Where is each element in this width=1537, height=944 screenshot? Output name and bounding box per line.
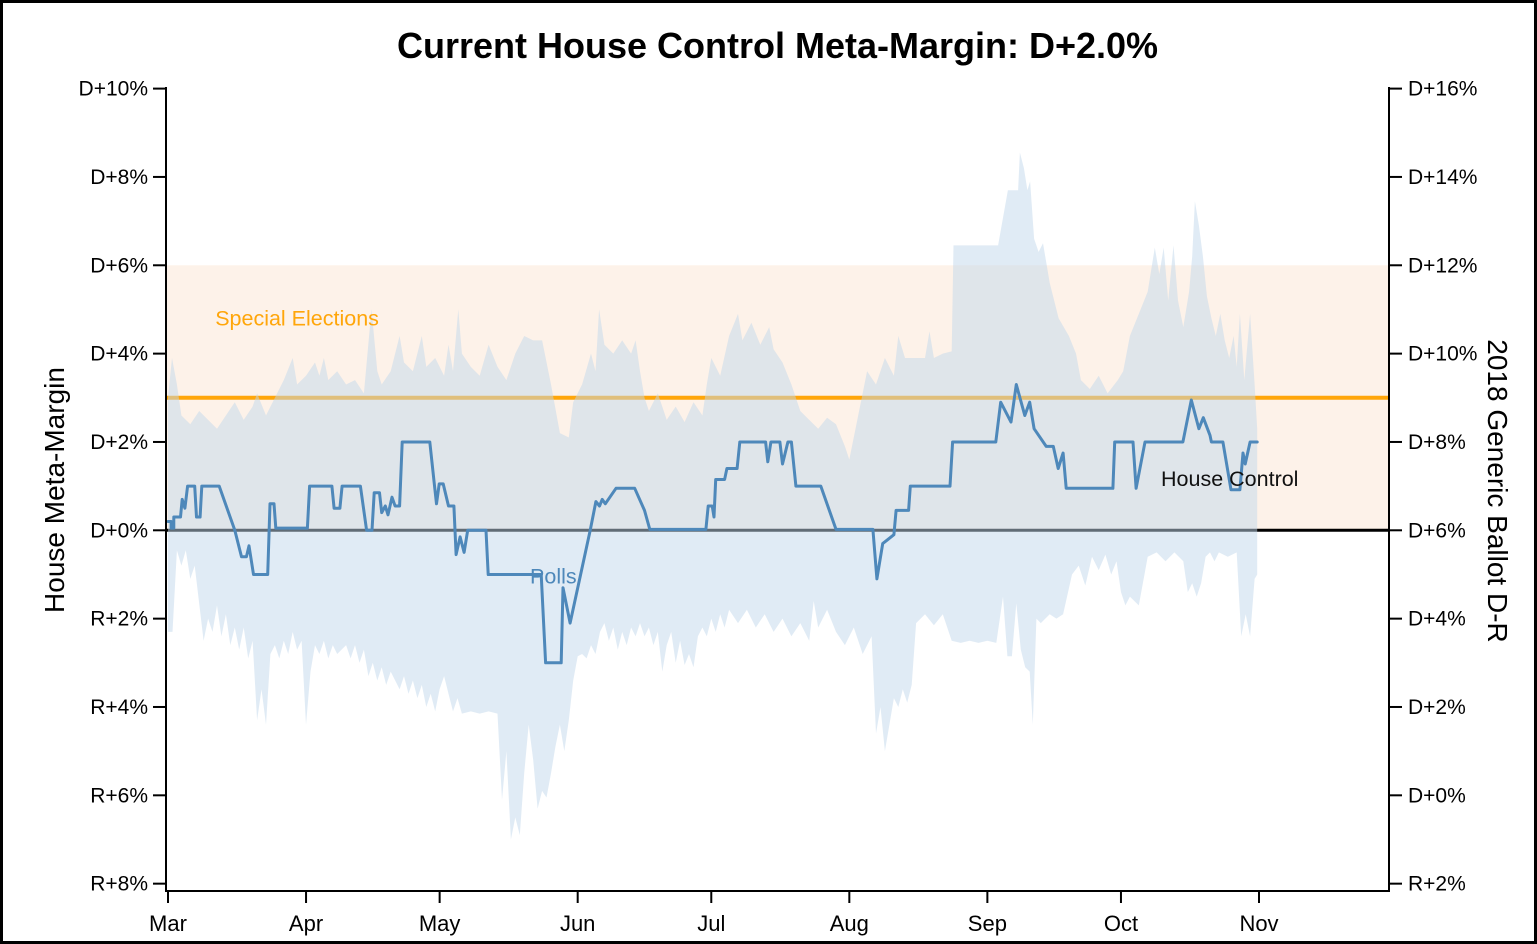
chart-canvas: D+10% D+8% D+6% D+4% D+2% D+0% R+2% R+4% R+6% R+8… — [79, 78, 1478, 936]
x-axis-tick-label: May — [419, 911, 461, 936]
polls-band — [168, 152, 1258, 840]
right-axis-tick-label: D+6% — [1408, 519, 1466, 542]
right-axis-tick-label: D+8% — [1408, 431, 1466, 454]
right-axis-tick-label: D+4% — [1408, 608, 1466, 631]
x-axis-tick-label: Jul — [697, 911, 725, 936]
left-axis-tick-label: R+6% — [90, 784, 148, 807]
x-axis-tick-label: Apr — [289, 911, 323, 936]
left-axis-tick-label: D+4% — [90, 343, 148, 366]
left-axis-tick-label: R+8% — [90, 873, 148, 896]
x-axis-tick-label: Oct — [1104, 911, 1138, 936]
right-axis-tick-label: D+0% — [1408, 784, 1466, 807]
special-elections-label: Special Elections — [215, 306, 379, 330]
polls-label: Polls — [530, 564, 577, 588]
left-axis-tick-label: D+6% — [90, 254, 148, 277]
house-control-line — [166, 383, 1259, 665]
x-axis-tick-label: Aug — [830, 911, 869, 936]
house-control-label: House Control — [1161, 467, 1298, 491]
right-axis-tick-label: D+12% — [1408, 254, 1477, 277]
x-axis-tick-label: Nov — [1239, 911, 1278, 936]
left-axis-tick-label: D+8% — [90, 166, 148, 189]
left-axis-title: House Meta-Margin — [39, 367, 70, 613]
left-axis-tick-label: R+4% — [90, 696, 148, 719]
x-axis-tick-label: Sep — [968, 911, 1007, 936]
left-axis-tick-label: R+2% — [90, 608, 148, 631]
right-axis-title: 2018 Generic Ballot D-R — [1482, 339, 1513, 643]
right-axis-tick-label: R+2% — [1408, 873, 1466, 896]
x-axis-tick-label: Mar — [149, 911, 187, 936]
right-axis-tick-label: D+2% — [1408, 696, 1466, 719]
chart-title: Current House Control Meta-Margin: D+2.0… — [396, 25, 1159, 66]
right-axis-tick-label: D+16% — [1408, 78, 1477, 101]
left-axis-tick-label: D+0% — [90, 519, 148, 542]
left-axis-tick-label: D+10% — [79, 78, 148, 101]
x-axis-tick-label: Jun — [560, 911, 595, 936]
right-axis-tick-label: D+14% — [1408, 166, 1477, 189]
left-axis-tick-label: D+2% — [90, 431, 148, 454]
right-axis-tick-label: D+10% — [1408, 343, 1477, 366]
